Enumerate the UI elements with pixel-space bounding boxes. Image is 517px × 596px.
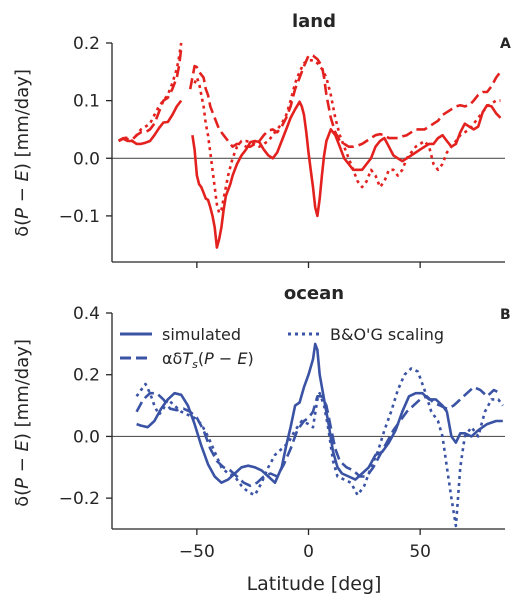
y-ticks: 0.2 0.1 0.0 −0.1 (59, 34, 112, 227)
panel-title-ocean: ocean (284, 283, 344, 304)
y-tick-label: 0.0 (73, 149, 100, 169)
panel-ocean: ocean B 0.4 0.2 0.0 −0.2 −50 0 50 δ(P − E) [m… (12, 283, 511, 562)
series-solid-line (191, 100, 502, 249)
legend-label-simulated: simulated (162, 325, 241, 344)
panel-title-land: land (292, 11, 336, 32)
series-dotted-line (135, 367, 504, 528)
panel-label-a: A (500, 36, 511, 52)
y-tick-label: 0.0 (73, 427, 100, 447)
y-axis-label-land: δ(P − E) [mm/day] (12, 69, 33, 237)
series-lines (135, 342, 504, 528)
series-solid-line (118, 99, 183, 146)
y-tick-label: 0.4 (73, 304, 100, 324)
y-tick-label: 0.2 (73, 366, 100, 386)
y-tick-label: 0.1 (73, 92, 100, 112)
series-dotted-line (193, 59, 501, 215)
x-ticks: −50 0 50 (179, 529, 431, 562)
x-ticks (196, 262, 421, 268)
series-dashed-line (188, 54, 502, 148)
y-tick-label: −0.2 (59, 489, 100, 509)
y-axis-label-ocean: δ(P − E) [mm/day] (12, 339, 33, 507)
series-dashed-line (117, 48, 183, 143)
panel-label-b: B (500, 307, 511, 323)
y-tick-label: 0.2 (73, 34, 100, 54)
legend: simulated αδTs(P − E) B&O'G scaling (120, 325, 444, 371)
axes (111, 313, 505, 530)
series-dashed-line (135, 385, 502, 488)
x-axis-label: Latitude [deg] (247, 573, 382, 595)
x-tick-label: 50 (409, 542, 431, 562)
series-solid-line (136, 342, 503, 484)
y-ticks: 0.4 0.2 0.0 −0.2 (59, 304, 112, 509)
panel-land: land A 0.2 0.1 0.0 −0.1 δ(P − E) [mm/day] (12, 11, 511, 268)
x-tick-label: −50 (179, 542, 215, 562)
x-tick-label: 0 (303, 542, 314, 562)
y-tick-label: −0.1 (59, 207, 100, 227)
legend-label-alpha: αδTs(P − E) (162, 349, 254, 371)
series-lines (117, 42, 502, 249)
legend-label-scaling: B&O'G scaling (330, 325, 444, 344)
